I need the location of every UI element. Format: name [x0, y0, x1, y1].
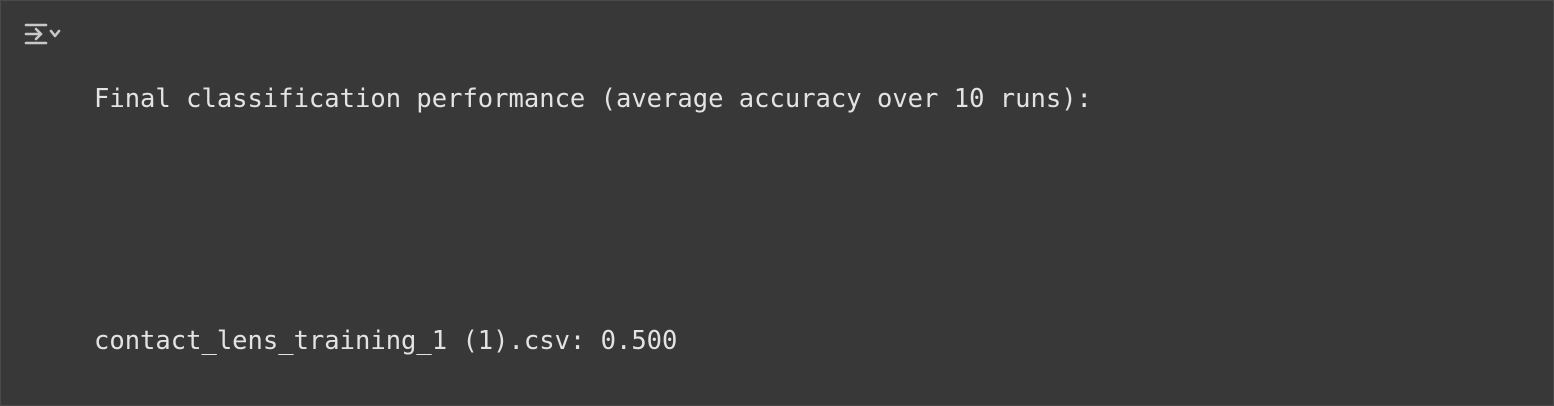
output-toggle-button[interactable] — [21, 17, 65, 51]
output-collapse-icon — [24, 23, 61, 45]
result-file-line: contact_lens_training_1 (1).csv: 0.500 — [94, 326, 678, 357]
output-header: Final classification performance (averag… — [94, 84, 1092, 115]
blank-line — [94, 186, 1533, 221]
output-text: Final classification performance (averag… — [94, 13, 1533, 406]
